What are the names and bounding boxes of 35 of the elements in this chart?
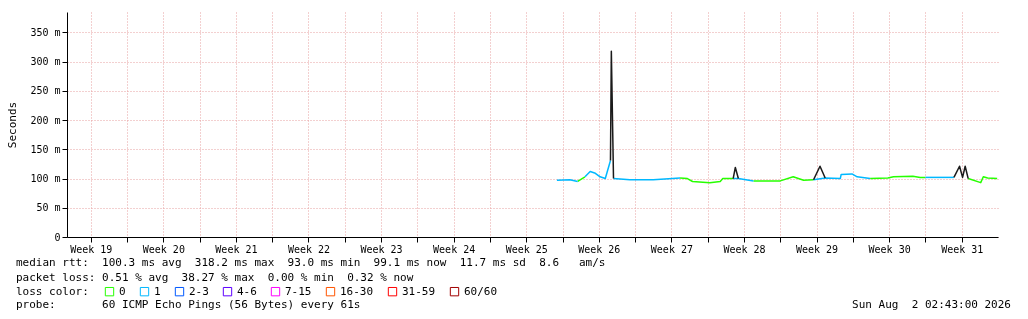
legend-label: 7-15 [285,284,312,298]
text: Sun Aug 2 02:43:00 2026 [852,298,1011,311]
y-tick-label: 50 m [36,202,61,214]
x-tick-label: Week 22 [287,243,331,255]
y-tick-label: 150 m [30,143,61,155]
x-tick-label: Week 27 [650,243,693,255]
x-tick-label: Week 19 [70,243,113,255]
x-tick-label: Week 28 [723,243,766,255]
y-tick-label: 350 m [30,26,61,38]
legend-label: 2-3 [189,284,209,298]
x-tick-label: Week 31 [941,243,984,255]
legend-label: 1 [154,284,161,298]
y-tick-label: 200 m [30,114,61,126]
x-tick-label: Week 24 [433,243,476,255]
legend-label: 4-6 [237,284,257,298]
x-tick-label: Week 25 [505,243,548,255]
x-tick-label: Week 23 [360,243,403,255]
x-tick-label: Week 21 [215,243,258,255]
y-tick-label: 0 [54,231,61,243]
text: probe: 60 ICMP Echo Pings (56 Bytes) every 61s [16,298,361,311]
x-tick-label: Week 26 [578,243,621,255]
y-tick-label: 300 m [30,56,61,68]
text: packet loss: 0.51 % avg 38.27 % max 0.00 % min 0.32 % now [16,271,414,284]
legend-title: loss color: [16,285,89,298]
x-tick-label: Week 30 [868,243,911,255]
text: median rtt: 100.3 ms avg 318.2 ms max 93.0 ms min 99.1 ms now 11.7 ms sd 8.6 am/s [16,256,606,269]
legend-label: 60/60 [464,284,498,298]
y-tick-label: 100 m [30,173,61,185]
y-tick-label: 250 m [30,85,61,97]
legend-label: 31-59 [402,284,436,298]
x-tick-label: Week 20 [142,243,185,255]
y-axis-title: Seconds [6,101,20,149]
legend-label: 16-30 [340,284,374,298]
legend-label: 0 [119,284,126,298]
x-tick-label: Week 29 [795,243,839,255]
